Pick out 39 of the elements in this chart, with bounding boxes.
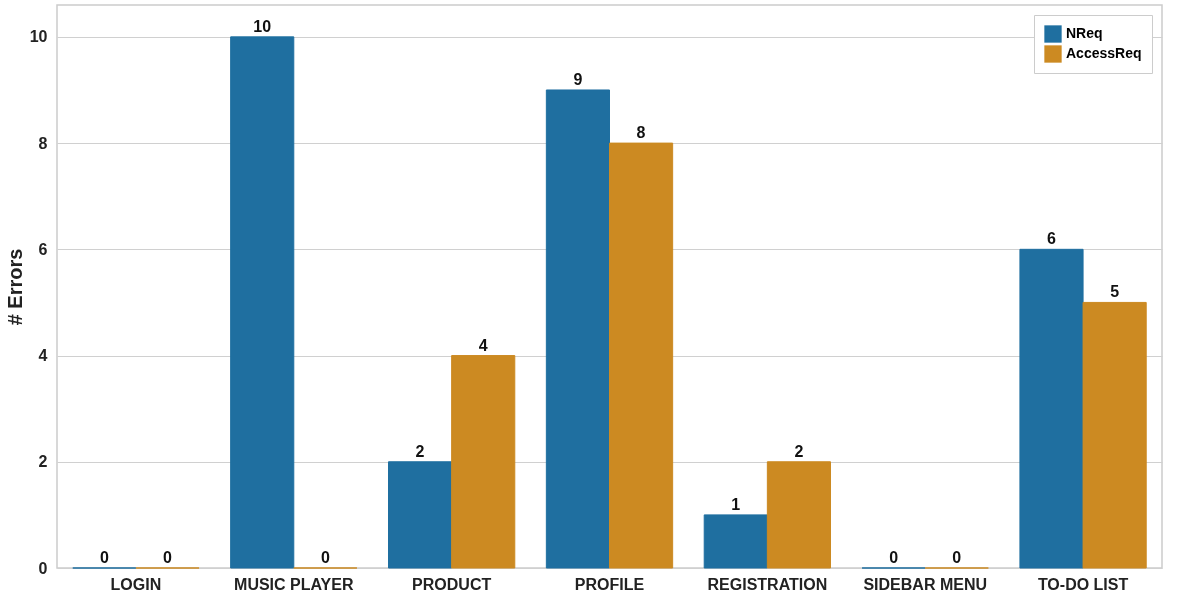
bar — [1082, 301, 1147, 569]
y-tick-label: 0 — [38, 559, 48, 577]
data-label: 0 — [952, 549, 962, 566]
x-tick-label: LOGIN — [110, 575, 162, 593]
data-label: 0 — [163, 549, 173, 566]
data-label: 1 — [731, 495, 741, 513]
y-tick-label: 8 — [38, 134, 48, 152]
x-tick-label: REGISTRATION — [707, 575, 828, 593]
x-tick-label: PRODUCT — [412, 575, 492, 593]
bar — [1019, 248, 1084, 569]
data-label: 0 — [99, 549, 109, 566]
x-tick-label: TO-DO LIST — [1037, 575, 1129, 593]
data-label: 8 — [636, 124, 646, 142]
y-axis-title: # Errors — [3, 248, 26, 326]
data-label: 4 — [478, 336, 488, 354]
y-tick-label: 6 — [38, 240, 48, 258]
data-label: 9 — [573, 70, 583, 88]
data-label: 5 — [1110, 283, 1120, 301]
y-tick-label: 10 — [29, 28, 48, 46]
legend-label: AccessReq — [1066, 45, 1142, 61]
bar — [388, 461, 453, 569]
bar — [766, 461, 831, 569]
data-label: 0 — [889, 549, 899, 566]
data-label: 2 — [794, 442, 804, 460]
bar — [545, 89, 610, 569]
y-tick-label: 4 — [38, 347, 48, 365]
bar — [451, 355, 516, 569]
x-tick-label: SIDEBAR MENU — [863, 575, 987, 593]
data-label: 2 — [415, 442, 425, 460]
bar — [230, 36, 295, 569]
bar — [703, 514, 768, 569]
x-tick-label: PROFILE — [574, 575, 645, 593]
data-label: 0 — [320, 549, 330, 566]
x-tick-label: MUSIC PLAYER — [234, 575, 354, 593]
y-tick-label: 2 — [38, 453, 48, 471]
data-label: 10 — [253, 17, 272, 35]
legend-label: NReq — [1066, 25, 1103, 41]
data-label: 6 — [1047, 230, 1057, 248]
bar — [609, 142, 674, 569]
